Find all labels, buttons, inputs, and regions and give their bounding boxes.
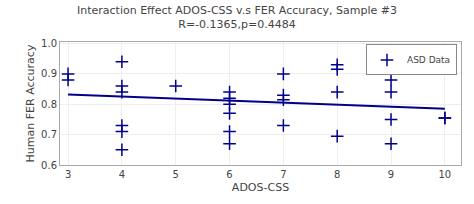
svg-text:5: 5 [173,169,179,180]
svg-text:Interaction Effect ADOS-CSS v.: Interaction Effect ADOS-CSS v.s FER Accu… [77,4,397,31]
svg-text:7: 7 [280,169,286,180]
svg-text:10: 10 [438,169,451,180]
svg-text:8: 8 [334,169,340,180]
svg-text:0.6: 0.6 [41,160,57,171]
svg-text:6: 6 [226,169,232,180]
svg-text:0.9: 0.9 [41,68,57,79]
svg-text:0.7: 0.7 [41,129,57,140]
svg-text:0.8: 0.8 [41,99,57,110]
svg-text:ADOS-CSS: ADOS-CSS [232,181,289,194]
svg-text:3: 3 [65,169,71,180]
svg-text:Human FER Accuracy: Human FER Accuracy [24,44,37,162]
svg-text:9: 9 [388,169,394,180]
svg-text:1.0: 1.0 [41,38,57,49]
svg-text:ASD Data: ASD Data [407,55,450,65]
svg-text:4: 4 [119,169,125,180]
